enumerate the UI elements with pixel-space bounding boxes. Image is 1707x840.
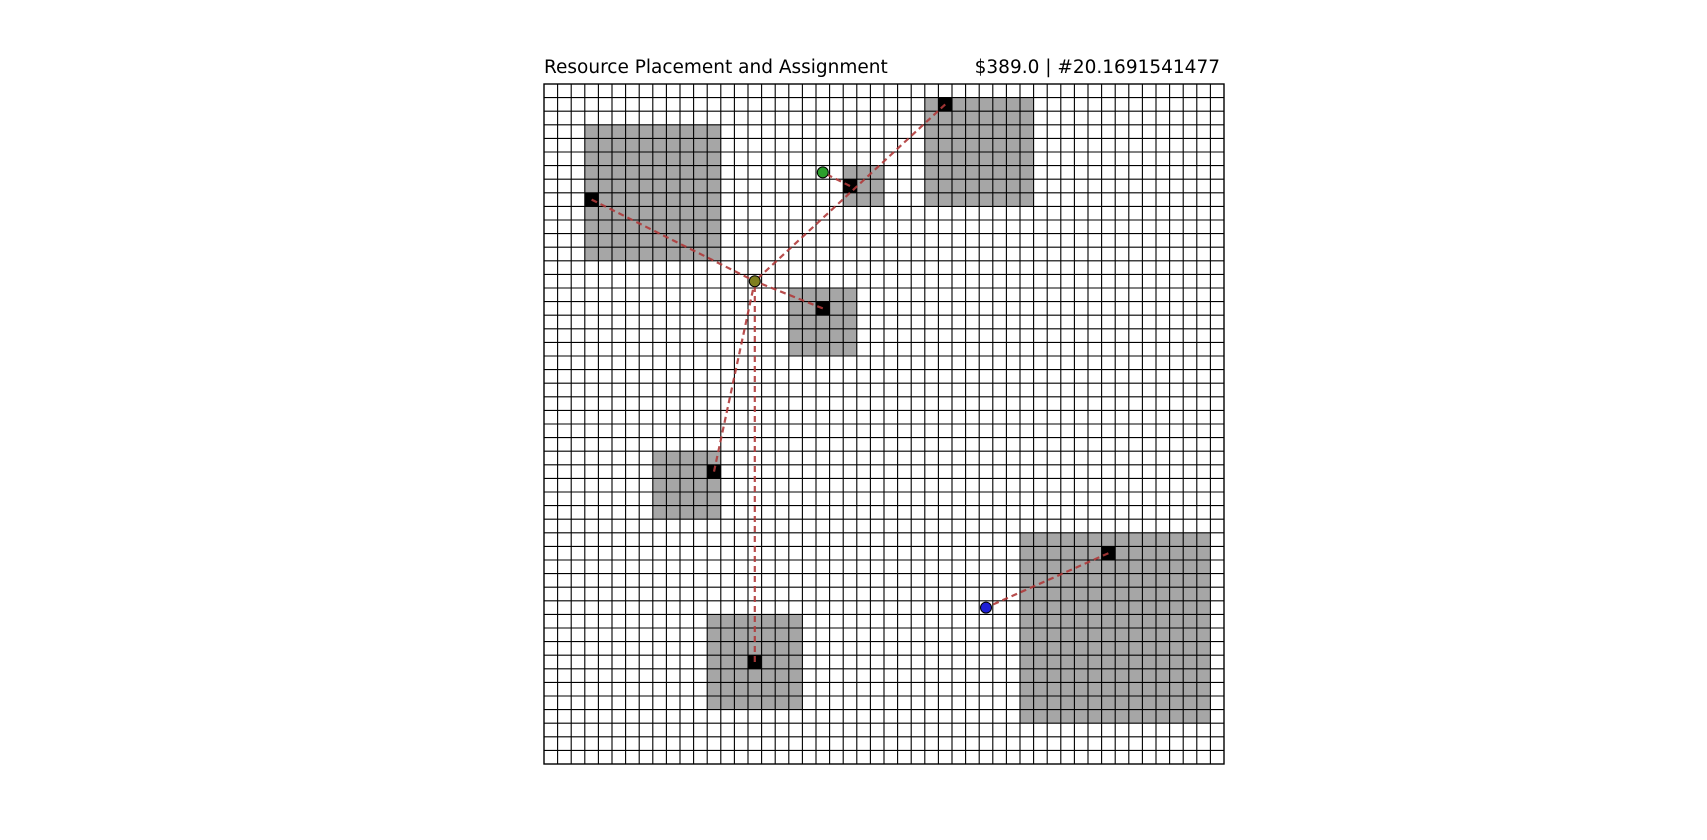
- chart-title: Resource Placement and Assignment $389.0…: [544, 57, 1224, 83]
- assignment-links: [591, 103, 1109, 662]
- assignment-link-r1-f2: [591, 198, 756, 283]
- title-stats: $389.0 | #20.1691541477: [974, 57, 1220, 78]
- assignment-link-r5-f2: [712, 280, 756, 472]
- facility-f1: [816, 166, 829, 179]
- facility-f2: [748, 275, 761, 288]
- resource-r4: [816, 301, 830, 316]
- assignment-link-r7-f3: [985, 552, 1109, 609]
- facilities-layer: [748, 166, 992, 614]
- assignment-link-r2-f2: [754, 103, 946, 283]
- zone-5: [652, 451, 721, 520]
- facility-f3: [980, 601, 992, 614]
- assignment-link-r4-f2: [754, 280, 824, 310]
- resource-r2: [938, 97, 952, 112]
- title-main: Resource Placement and Assignment: [544, 57, 888, 78]
- grid-lines: [543, 83, 1225, 765]
